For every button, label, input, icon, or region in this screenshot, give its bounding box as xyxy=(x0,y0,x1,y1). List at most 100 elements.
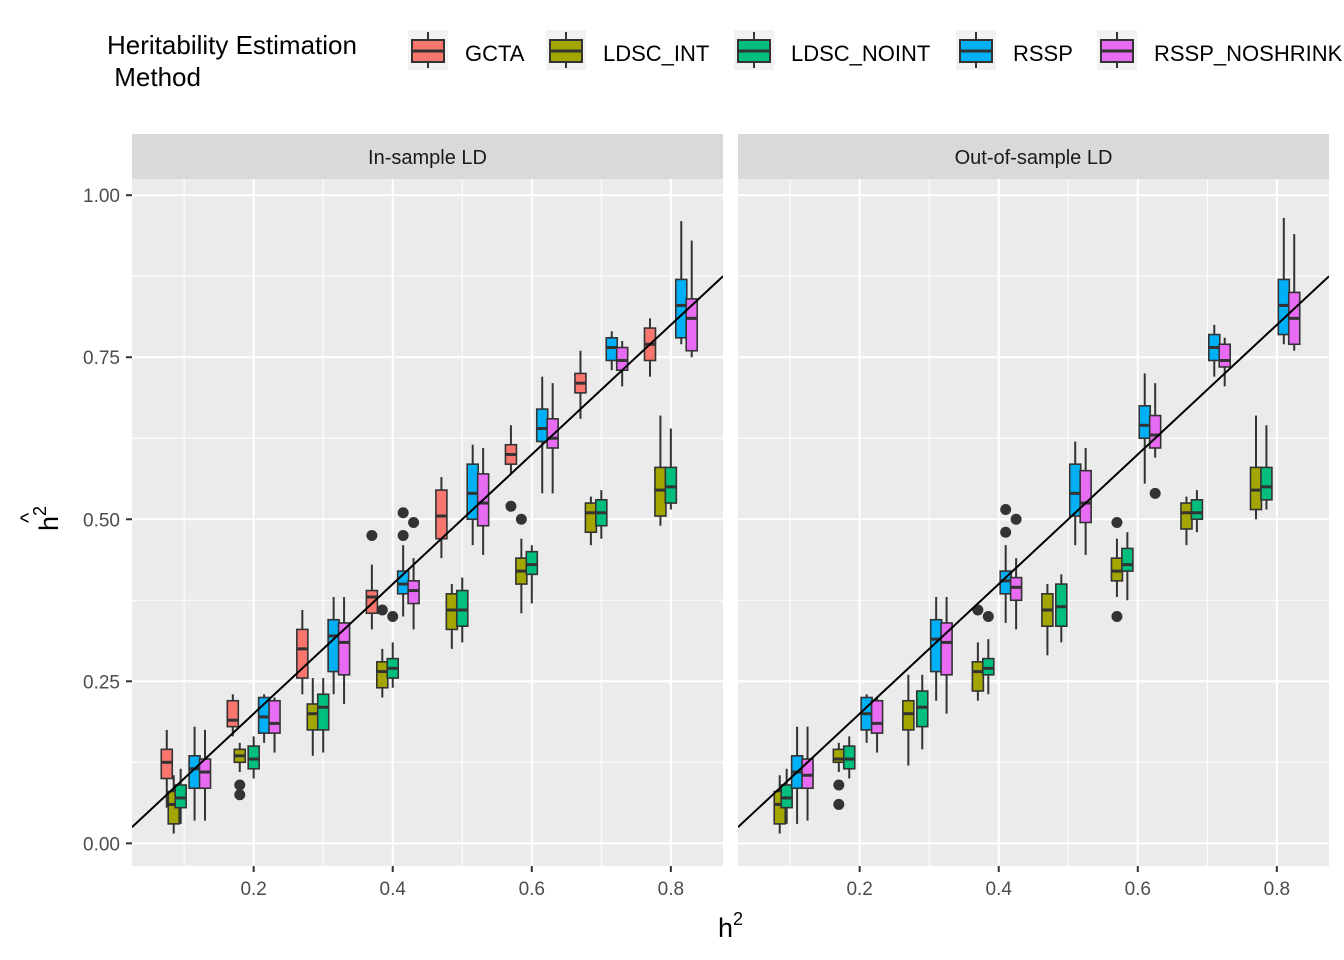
box xyxy=(605,336,619,362)
legend-label: RSSP xyxy=(1013,41,1073,66)
boxplot-ldsc-int xyxy=(515,513,528,614)
box xyxy=(685,298,699,352)
box xyxy=(842,745,856,770)
legend-title-line2: Method xyxy=(107,62,201,92)
x-tick-label: 0.8 xyxy=(658,879,684,900)
box xyxy=(247,745,260,770)
boxplot-ldsc-noint xyxy=(1190,490,1204,533)
legend-label: LDSC_INT xyxy=(603,41,709,66)
boxplot-rssp-noshrink xyxy=(407,517,420,630)
outlier-point xyxy=(1111,610,1123,622)
plot-area xyxy=(738,217,1329,834)
outlier-point xyxy=(366,529,378,541)
outlier-point xyxy=(833,798,845,810)
boxplot-ldsc-int xyxy=(584,496,598,546)
boxplot-rssp xyxy=(1207,324,1221,377)
legend-item-rssp: RSSP xyxy=(956,30,1073,70)
y-tick-label: 0.25 xyxy=(83,672,120,693)
boxplot-rssp-noshrink xyxy=(870,697,884,753)
box xyxy=(365,589,379,615)
box xyxy=(1277,278,1291,336)
box xyxy=(902,699,915,731)
svg-text:h2: h2 xyxy=(30,506,64,531)
boxplot-ldsc-noint xyxy=(664,428,678,510)
box xyxy=(940,622,953,676)
boxplot-ldsc-noint xyxy=(842,736,856,779)
boxplot-ldsc-noint xyxy=(595,490,608,539)
box xyxy=(296,628,309,679)
boxplot-gcta xyxy=(226,694,240,737)
outlier-point xyxy=(515,513,527,525)
legend-item-ldsc-int: LDSC_INT xyxy=(546,30,709,70)
outlier-point xyxy=(1000,504,1012,516)
boxplot-ldsc-noint xyxy=(1260,425,1273,510)
y-tick-label: 1.00 xyxy=(83,186,120,207)
box xyxy=(376,661,389,689)
box xyxy=(1079,469,1092,524)
facet-title: Out-of-sample LD xyxy=(955,147,1113,169)
box xyxy=(664,466,678,504)
boxplot-ldsc-noint xyxy=(780,768,793,824)
outlier-point xyxy=(505,500,517,512)
y-tick-label: 0.00 xyxy=(83,834,120,855)
boxplot-ldsc-int xyxy=(971,604,985,701)
outlier-point xyxy=(1000,526,1012,538)
box xyxy=(1180,502,1193,530)
boxplot-ldsc-noint xyxy=(1055,574,1068,643)
facet-strip xyxy=(132,134,723,179)
box xyxy=(1138,405,1152,440)
box xyxy=(466,463,479,521)
box xyxy=(1218,343,1232,368)
boxplot-rssp-noshrink xyxy=(268,697,281,753)
box xyxy=(316,693,330,731)
box xyxy=(445,592,459,631)
box xyxy=(1190,499,1204,521)
boxplot-gcta xyxy=(296,609,309,695)
facet-strip xyxy=(738,134,1329,179)
legend-label: RSSP_NOSHRINK xyxy=(1154,41,1343,66)
boxplot-ldsc-noint xyxy=(915,674,929,750)
box xyxy=(268,699,281,734)
box xyxy=(1249,466,1263,511)
x-tick-label: 0.2 xyxy=(240,879,266,900)
legend-title-line1: Heritability Estimation xyxy=(107,30,357,60)
box xyxy=(407,580,420,605)
outlier-point xyxy=(408,517,420,528)
panel-in-sample: In-sample LD 0.2 0.4 0.6 0.8 0.00 0.25 0.50 0.75… xyxy=(83,134,723,900)
outlier-point xyxy=(376,604,388,616)
boxplot-ldsc-noint xyxy=(316,678,330,753)
box xyxy=(327,618,340,673)
box xyxy=(584,502,598,534)
boxplot-ldsc-int xyxy=(902,674,915,766)
boxplot-rssp-noshrink xyxy=(337,597,351,704)
box xyxy=(226,699,240,728)
boxplot-rssp-noshrink xyxy=(1218,337,1232,387)
facet-title: In-sample LD xyxy=(368,147,487,169)
outlier-point xyxy=(1010,513,1022,525)
boxplot-gcta xyxy=(574,350,587,419)
box xyxy=(160,748,174,780)
boxplot-ldsc-int xyxy=(832,742,846,810)
legend-item-rssp-noshrink: RSSP_NOSHRINK xyxy=(1097,30,1343,70)
y-tick-label: 0.50 xyxy=(83,510,120,531)
box xyxy=(1121,547,1134,572)
box xyxy=(306,703,320,731)
box xyxy=(654,466,667,517)
legend-label: GCTA xyxy=(465,41,525,66)
box xyxy=(674,278,688,339)
box xyxy=(780,784,793,809)
boxplot-ldsc-noint xyxy=(455,577,469,643)
legend-label: LDSC_NOINT xyxy=(791,41,930,66)
box xyxy=(982,657,995,676)
box xyxy=(525,550,539,576)
outlier-point xyxy=(234,779,246,791)
box xyxy=(1009,576,1023,602)
outlier-point xyxy=(1111,517,1123,528)
outlier-point xyxy=(982,610,994,622)
reference-line xyxy=(738,275,1329,828)
boxplot-ldsc-int xyxy=(1041,584,1054,656)
boxplot-ldsc-noint xyxy=(1121,532,1134,601)
box xyxy=(1260,466,1273,501)
outlier-point xyxy=(397,507,409,519)
